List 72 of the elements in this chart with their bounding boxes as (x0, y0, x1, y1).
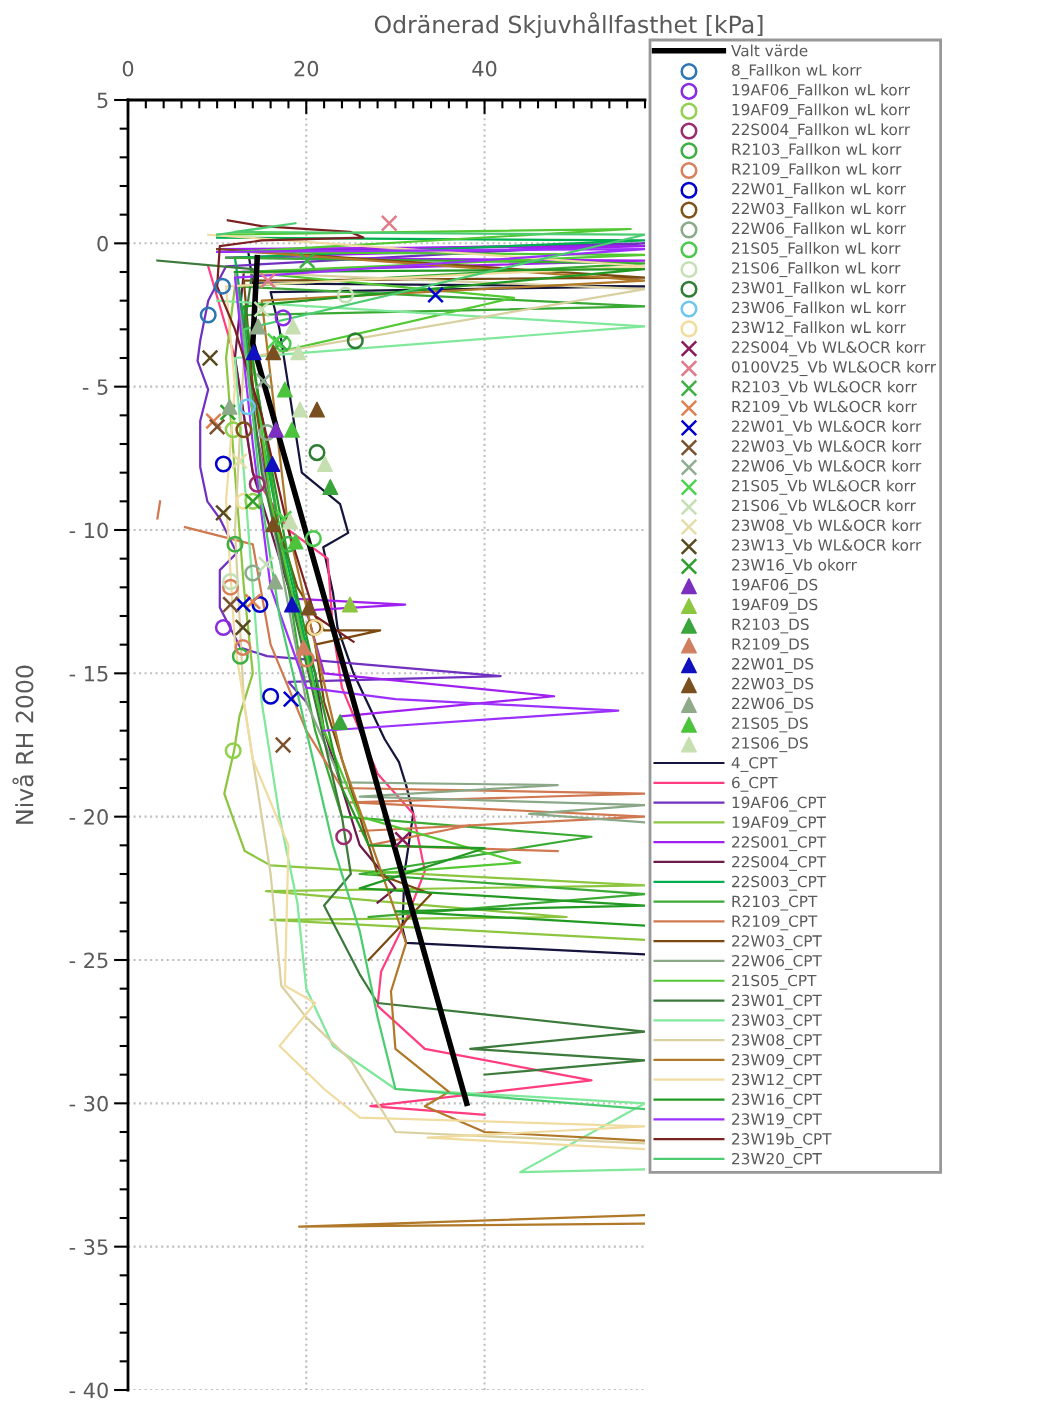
legend-label: 23W09_CPT (732, 1053, 822, 1069)
x-tick-label: 0 (122, 60, 134, 77)
legend-label: 22W01_Vb WL&OCR korr (732, 420, 922, 436)
legend-label: 22S004_Vb WL&OCR korr (732, 341, 926, 357)
legend-label: 23W06_Fallkon wL korr (732, 301, 906, 317)
legend-label: 19AF09_CPT (732, 816, 826, 832)
legend-label: 21S05_Fallkon wL korr (732, 242, 901, 258)
y-tick-label: - 15 (69, 666, 108, 682)
legend-label: 23W19b_CPT (732, 1132, 832, 1149)
y-tick-label: 0 (97, 235, 108, 252)
legend-label: 23W16_Vb okorr (732, 558, 857, 575)
legend-label: R2103_Vb WL&OCR korr (732, 380, 917, 396)
legend-label: 23W01_CPT (732, 994, 822, 1010)
legend-label: 22W01_Fallkon wL korr (732, 182, 906, 198)
legend-label: R2103_DS (732, 618, 809, 634)
legend-label: 21S05_Vb WL&OCR korr (732, 479, 916, 495)
legend-label: R2109_Vb WL&OCR korr (732, 400, 917, 416)
y-tick-label: - 20 (69, 809, 108, 825)
legend-label: 22S004_Fallkon wL korr (732, 123, 911, 139)
legend-label: R2109_DS (732, 638, 809, 654)
legend-label: 0100V25_Vb WL&OCR korr (731, 360, 937, 377)
y-tick-label: - 40 (69, 1382, 108, 1399)
y-tick-label: - 35 (69, 1239, 108, 1255)
y-axis-title: Nivå RH 2000 (12, 665, 34, 824)
legend-label: 6_CPT (732, 776, 778, 792)
legend-label: R2103_CPT (732, 895, 818, 911)
legend-label: 22W01_DS (732, 658, 814, 673)
legend-label: 21S06_Fallkon wL korr (732, 261, 901, 278)
x-tick-label: 20 (294, 60, 319, 77)
legend-label: 22S001_CPT (732, 836, 827, 852)
legend-label: R2103_Fallkon wL korr (732, 143, 902, 159)
legend-label: 22W06_Vb WL&OCR korr (732, 459, 922, 476)
legend-label: 22S003_CPT (732, 875, 827, 891)
legend-label: 21S06_DS (732, 737, 808, 753)
legend-label: 23W16_CPT (732, 1093, 822, 1109)
legend-label: 19AF09_DS (732, 598, 818, 614)
legend-label: 23W19_CPT (732, 1113, 822, 1129)
legend-label: 4_CPT (731, 757, 778, 772)
legend-label: 22W06_Fallkon wL korr (732, 222, 906, 238)
legend-label: 8_Fallkon wL korr (732, 63, 862, 80)
legend-label: 22W06_CPT (732, 954, 822, 970)
x-tick-label: 40 (472, 60, 497, 77)
legend-label: 23W08_Vb WL&OCR korr (732, 519, 922, 535)
y-tick-label: - 10 (69, 522, 108, 539)
legend-label: 22W03_Vb WL&OCR korr (732, 440, 922, 456)
legend-label: R2109_Fallkon wL korr (732, 162, 902, 179)
y-tick-label: - 5 (82, 379, 108, 395)
legend-label: 23W20_CPT (732, 1152, 822, 1168)
y-tick-label: 5 (97, 92, 108, 109)
legend-label: 21S05_CPT (732, 974, 817, 990)
legend-label: 22W06_DS (732, 697, 814, 713)
x-axis-title: Odränerad Skjuvhållfasthet [kPa] (374, 12, 763, 38)
legend-label: Valt värde (731, 44, 808, 57)
legend-label: 22W03_CPT (732, 935, 822, 951)
legend-label: 23W03_CPT (732, 1014, 822, 1030)
y-tick-label: - 30 (69, 1095, 108, 1112)
legend-label: 23W12_CPT (732, 1073, 822, 1089)
legend-label: 23W12_Fallkon wL korr (732, 321, 906, 337)
legend-label: 21S05_DS (732, 717, 808, 733)
legend-label: 19AF06_Fallkon wL korr (732, 83, 910, 99)
legend-label: 21S06_Vb WL&OCR korr (732, 499, 916, 515)
legend-label: R2109_CPT (732, 915, 818, 931)
legend-label: 23W13_Vb WL&OCR korr (732, 539, 922, 555)
legend-label: 19AF09_Fallkon wL korr (732, 103, 910, 119)
legend-label: 23W08_CPT (732, 1034, 822, 1050)
legend-label: 19AF06_DS (732, 578, 818, 594)
legend-label: 22W03_Fallkon wL korr (732, 202, 906, 218)
legend-label: 19AF06_CPT (732, 796, 826, 812)
legend-label: 22S004_CPT (732, 855, 827, 871)
legend-label: 22W03_DS (732, 677, 814, 693)
legend-label: 23W01_Fallkon wL korr (732, 281, 906, 297)
y-tick-label: - 25 (69, 952, 108, 969)
